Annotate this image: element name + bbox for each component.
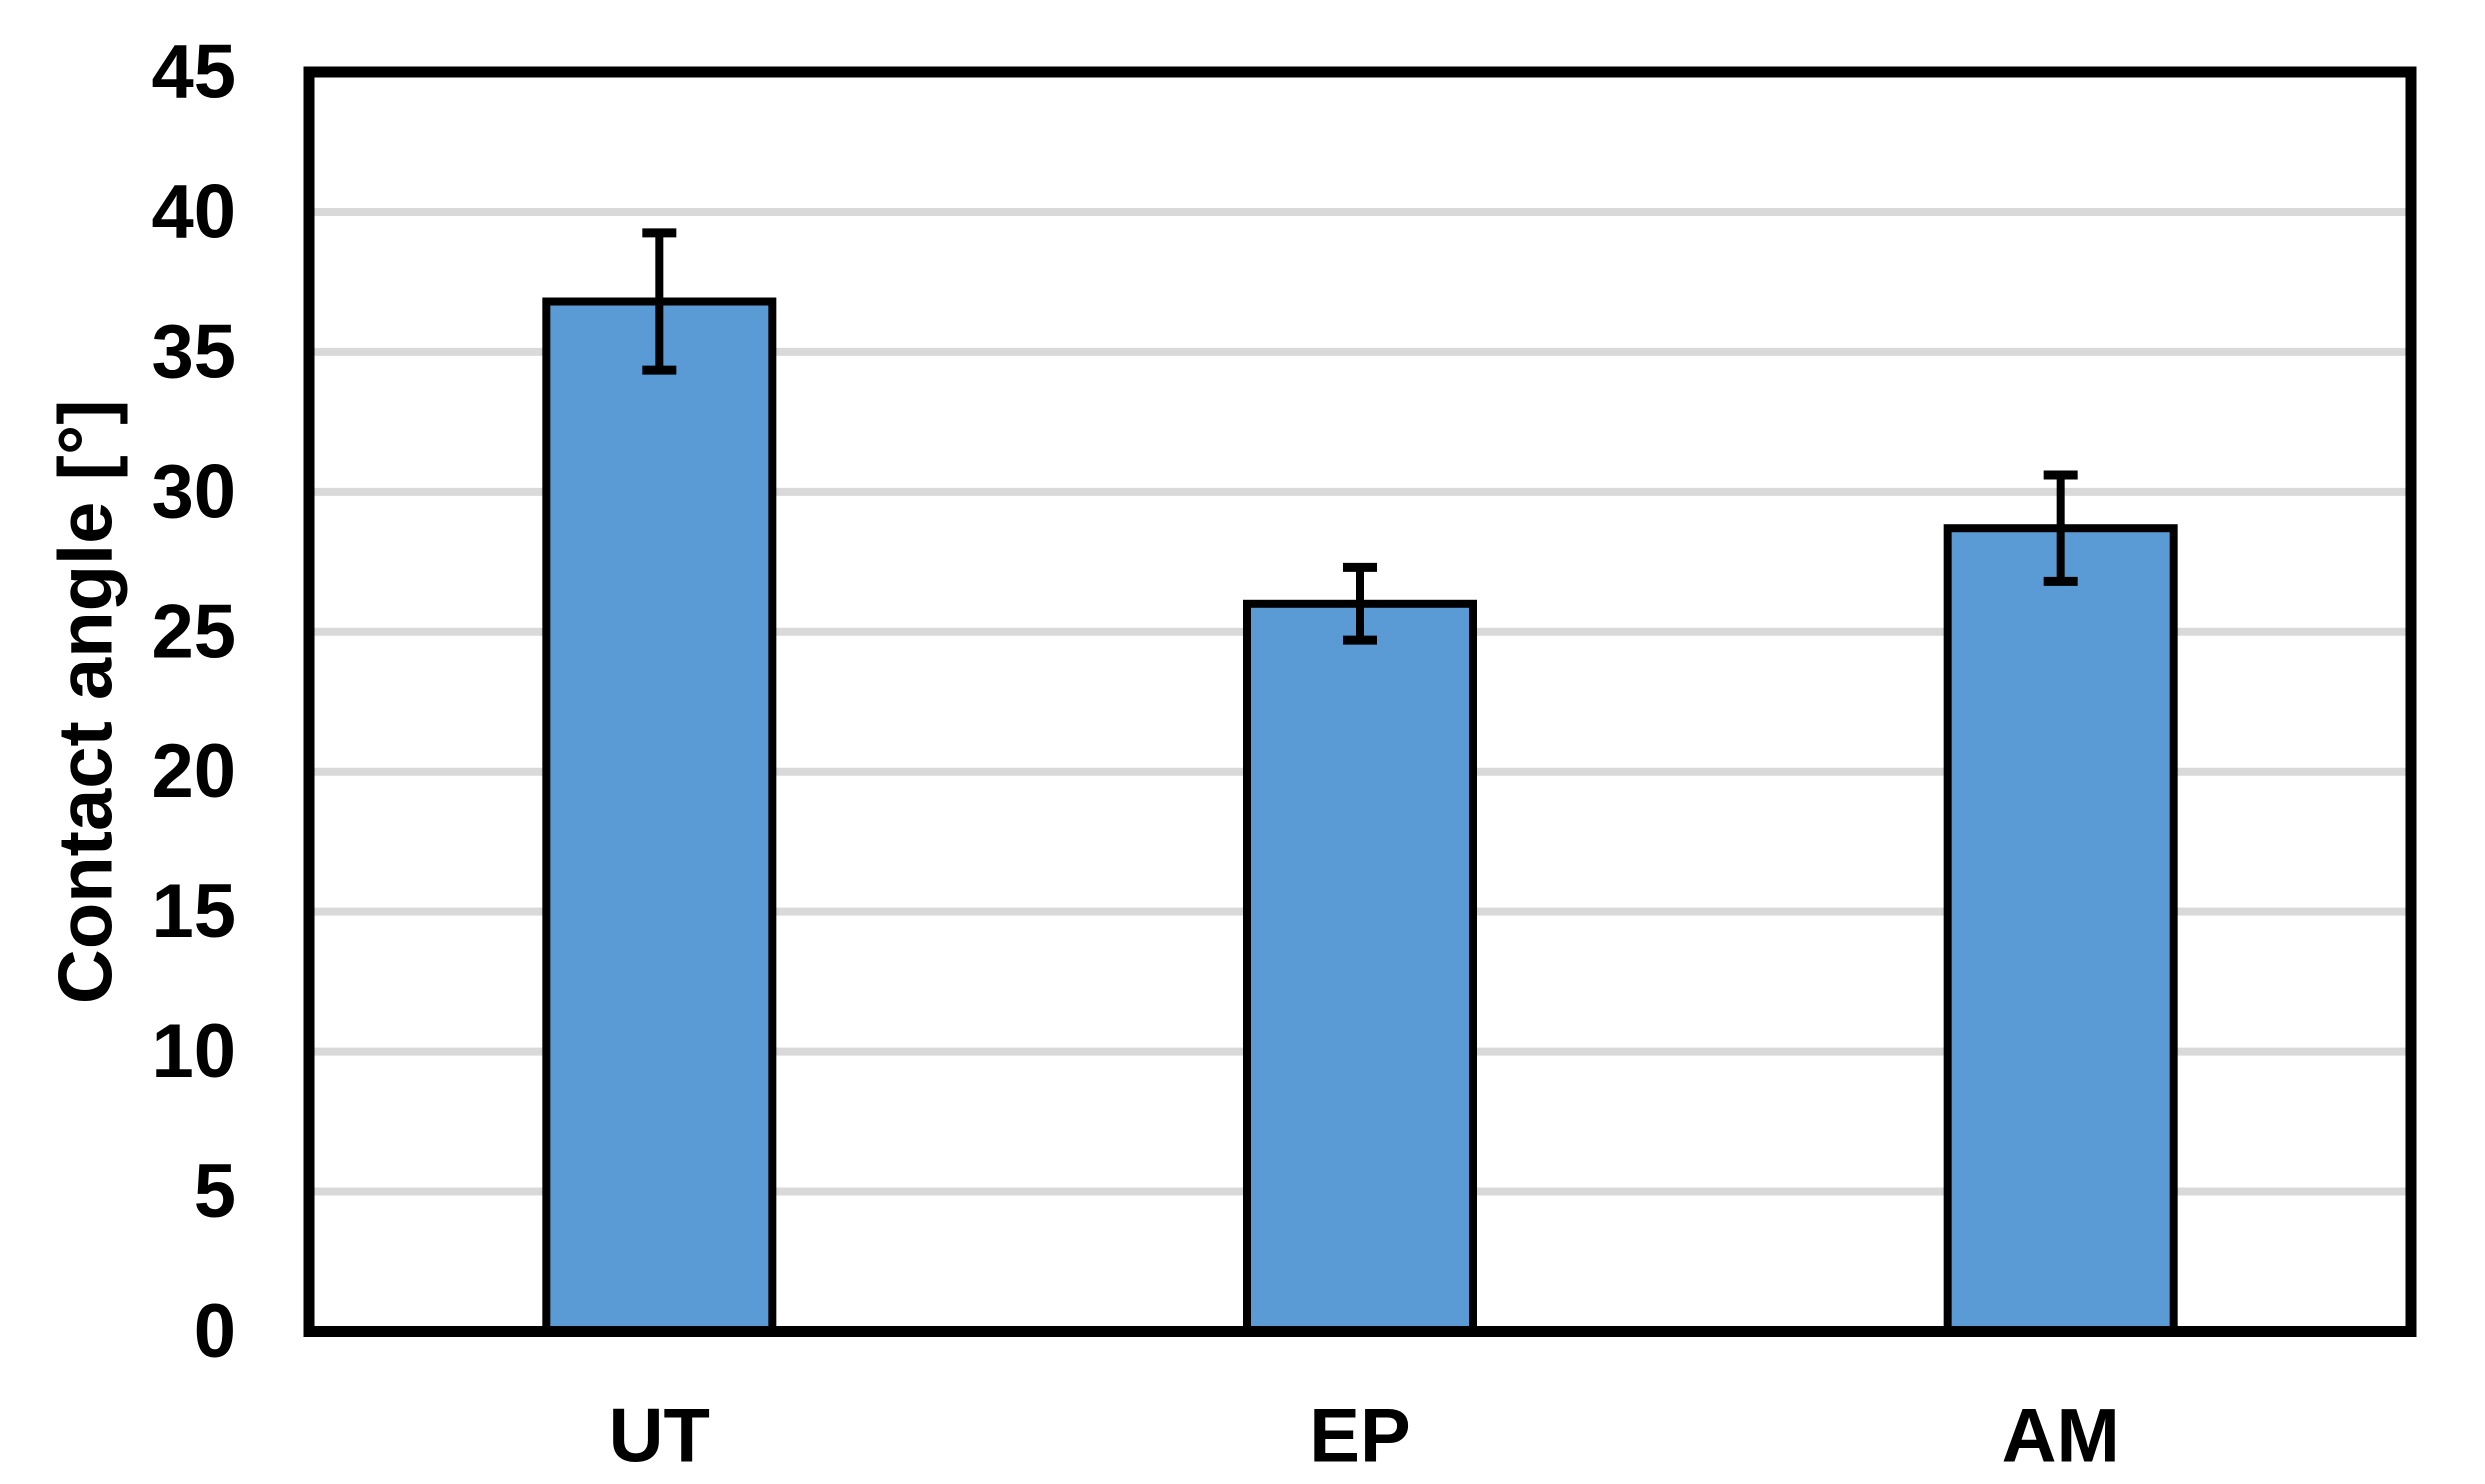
y-tick-label-10: 10 xyxy=(151,1009,236,1094)
bars-group xyxy=(542,297,2178,1336)
plot-border xyxy=(303,66,2417,1337)
bar-AM xyxy=(1943,524,2178,1336)
y-tick-label-20: 20 xyxy=(151,729,236,814)
x-label-EP: EP xyxy=(1309,1394,1410,1479)
x-label-UT: UT xyxy=(609,1394,710,1479)
y-axis-title: Contact angle [°] xyxy=(44,399,129,1004)
bar-EP xyxy=(1243,599,1477,1336)
x-label-AM: AM xyxy=(2002,1394,2120,1479)
bar-UT xyxy=(542,297,777,1336)
x-tick-labels-group: UT EP AM xyxy=(609,1394,2120,1479)
y-tick-label-30: 30 xyxy=(151,449,236,534)
y-tick-label-0: 0 xyxy=(194,1289,236,1374)
y-axis-title-group: Contact angle [°] xyxy=(44,399,129,1004)
y-tick-label-40: 40 xyxy=(151,169,236,254)
y-tick-label-25: 25 xyxy=(151,589,236,674)
error-bars-group xyxy=(642,228,2078,645)
y-tick-label-15: 15 xyxy=(151,869,236,954)
y-tick-label-45: 45 xyxy=(151,30,236,115)
y-tick-label-35: 35 xyxy=(151,309,236,394)
plot-border-group xyxy=(303,66,2417,1337)
y-tick-label-5: 5 xyxy=(194,1149,236,1234)
y-tick-labels-group: 0 5 10 15 20 25 30 35 40 45 xyxy=(151,30,236,1375)
